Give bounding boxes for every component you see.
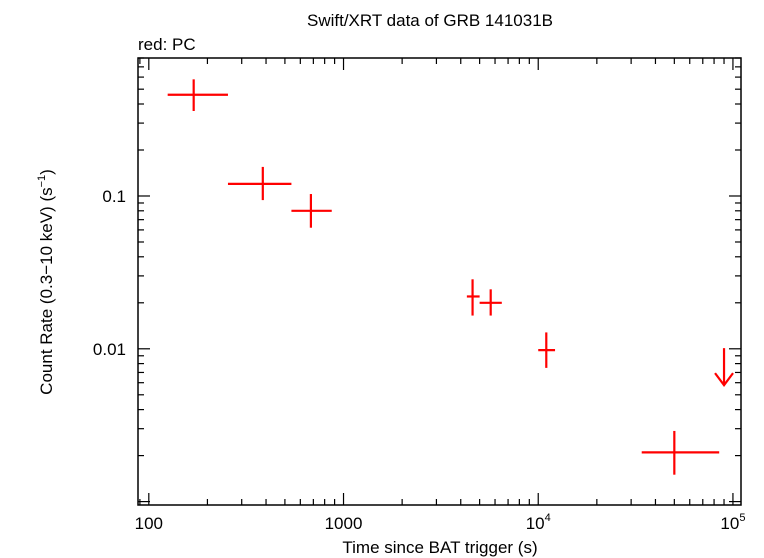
axis-ticks xyxy=(138,57,741,505)
data-point xyxy=(538,332,556,368)
y-axis-label-exponent: −1 xyxy=(36,175,48,188)
y-tick-label: 0.01 xyxy=(93,340,126,359)
x-axis-label: Time since BAT trigger (s) xyxy=(342,538,537,557)
chart-title: Swift/XRT data of GRB 141031B xyxy=(307,11,553,30)
y-axis-label: Count Rate (0.3−10 keV) (s−1) xyxy=(36,169,56,395)
x-tick-label: 105 xyxy=(720,512,745,533)
y-axis-label-main: Count Rate (0.3−10 keV) (s xyxy=(37,187,56,394)
data-point xyxy=(227,166,292,201)
data-points xyxy=(167,79,734,475)
plot-frame xyxy=(137,57,742,506)
x-tick-label: 100 xyxy=(135,514,163,533)
data-point xyxy=(641,430,720,475)
x-tick-label-base: 10 xyxy=(526,514,545,533)
x-tick-label: 104 xyxy=(526,512,551,533)
data-point xyxy=(466,279,480,316)
x-tick-label-exponent: 4 xyxy=(545,512,551,524)
x-tick-labels: 100 1000 104 105 xyxy=(135,512,746,533)
x-tick-label-exponent: 5 xyxy=(739,512,745,524)
upper-limit-arrow xyxy=(714,348,734,387)
series-legend-label: red: PC xyxy=(138,35,196,54)
x-tick-label: 1000 xyxy=(325,514,363,533)
y-tick-labels: 0.1 0.01 xyxy=(93,187,126,359)
x-tick-label-base: 10 xyxy=(720,514,739,533)
data-point xyxy=(479,289,502,316)
y-axis-label-close: ) xyxy=(37,169,56,175)
data-point xyxy=(167,79,228,111)
y-tick-label: 0.1 xyxy=(102,187,126,206)
data-point xyxy=(291,194,332,228)
upper-limit-head xyxy=(714,372,734,387)
